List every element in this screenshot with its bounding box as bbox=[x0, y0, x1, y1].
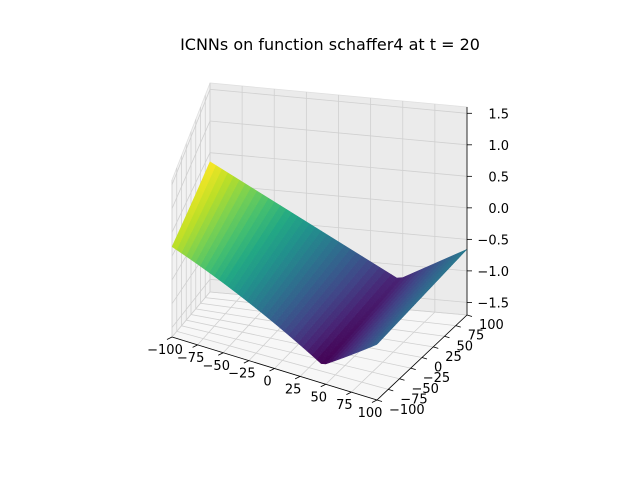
y-tick-label: −100 bbox=[389, 403, 425, 418]
x-tick-label: 0 bbox=[263, 375, 271, 390]
z-axis: −1.5 −1.0 −0.5 0.0 0.5 1.0 1.5 bbox=[466, 107, 509, 315]
x-tick-label: −25 bbox=[228, 367, 255, 382]
surface-patch bbox=[171, 244, 178, 251]
z-tick-label: −1.5 bbox=[477, 296, 509, 311]
y-tick-label: 0 bbox=[434, 361, 442, 376]
x-tick-label: 25 bbox=[285, 382, 302, 397]
surface-plot bbox=[171, 161, 468, 365]
x-tick-mark bbox=[320, 383, 326, 388]
y-tick-mark bbox=[466, 314, 473, 317]
x-tick-label: 50 bbox=[310, 390, 327, 405]
chart-title: ICNNs on function schaffer4 at t = 20 bbox=[180, 35, 480, 54]
x-tick-mark bbox=[192, 344, 198, 348]
x-tick-mark bbox=[243, 360, 250, 364]
x-tick-label: 100 bbox=[358, 406, 383, 421]
y-tick-label: 100 bbox=[479, 318, 504, 333]
y-tick-label: −75 bbox=[400, 392, 427, 407]
z-tick-label: −0.5 bbox=[477, 233, 509, 248]
z-tick-label: 0.0 bbox=[488, 202, 509, 217]
y-tick-label: 25 bbox=[445, 350, 462, 365]
y-tick-mark bbox=[410, 367, 416, 371]
x-tick-mark bbox=[269, 368, 275, 372]
y-tick-mark bbox=[433, 346, 439, 349]
x-tick-label: −100 bbox=[147, 343, 183, 358]
y-tick-mark bbox=[455, 325, 461, 328]
x-tick-mark bbox=[166, 336, 173, 340]
x-tick-mark bbox=[218, 352, 224, 356]
surface-patch bbox=[372, 341, 380, 347]
y-tick-mark bbox=[421, 357, 428, 360]
z-tick-label: 1.5 bbox=[488, 107, 509, 122]
x-axis: −100−75−50−25 0 25 50 75 100 bbox=[147, 336, 383, 421]
x-tick-mark bbox=[294, 376, 301, 380]
z-grid-line bbox=[171, 120, 468, 209]
y-tick-mark bbox=[376, 399, 383, 402]
y-tick-label: −50 bbox=[412, 382, 439, 397]
x-tick-label: −50 bbox=[203, 359, 230, 374]
z-tick-label: −1.0 bbox=[477, 265, 509, 280]
y-tick-mark bbox=[388, 388, 394, 392]
x-tick-mark bbox=[346, 391, 352, 395]
x-tick-mark bbox=[371, 399, 378, 403]
z-tick-label: 1.0 bbox=[488, 139, 509, 154]
y-tick-mark bbox=[444, 335, 450, 339]
z-tick-label: 0.5 bbox=[488, 170, 509, 185]
x-tick-label: 75 bbox=[336, 398, 353, 413]
z-grid-line bbox=[171, 152, 468, 233]
y-tick-label: −25 bbox=[423, 371, 450, 386]
y-tick-mark bbox=[399, 378, 405, 381]
y-tick-label: 50 bbox=[457, 339, 474, 354]
x-tick-label: −75 bbox=[177, 351, 204, 366]
z-grid-line bbox=[171, 88, 468, 185]
y-tick-label: 75 bbox=[468, 329, 485, 344]
